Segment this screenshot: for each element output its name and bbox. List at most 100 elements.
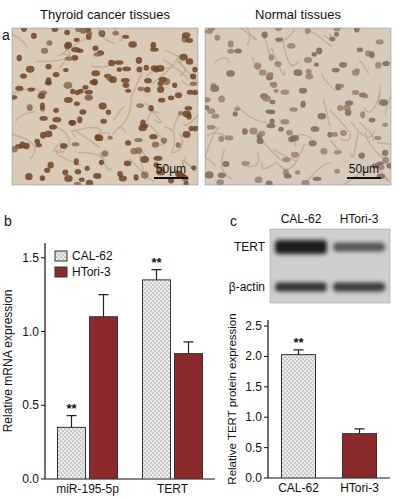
nucleus: [329, 37, 335, 41]
nucleus: [316, 48, 322, 55]
nucleus: [17, 55, 22, 61]
nucleus: [306, 69, 312, 75]
y-tick: [264, 326, 268, 327]
nucleus: [375, 62, 381, 69]
stroma-fiber: [62, 39, 87, 55]
nucleus: [152, 142, 160, 148]
y-tick-label: 1.0: [22, 325, 39, 339]
nucleus: [91, 70, 100, 76]
error-bar: [294, 350, 304, 355]
nucleus: [93, 173, 101, 179]
plot-area: [282, 350, 377, 478]
significance-label: **: [151, 255, 162, 270]
nucleus: [207, 125, 216, 130]
nucleus: [268, 110, 275, 115]
nucleus: [92, 46, 98, 51]
nucleus: [85, 90, 93, 95]
nucleus: [64, 30, 70, 35]
nucleus: [216, 179, 224, 185]
stroma-fiber: [180, 63, 185, 76]
nucleus: [157, 86, 164, 93]
nucleus: [90, 79, 98, 85]
nucleus: [334, 32, 339, 37]
nucleus: [27, 87, 35, 91]
stroma-fiber: [205, 127, 220, 156]
nucleus: [41, 48, 48, 54]
nucleus: [68, 120, 76, 126]
nucleus: [186, 38, 193, 43]
y-tick: [264, 447, 268, 448]
legend-label: HTori-3: [72, 265, 111, 279]
nucleus: [137, 66, 143, 72]
nucleus: [294, 69, 303, 76]
nucleus: [311, 126, 320, 132]
nucleus: [172, 82, 177, 88]
nucleus: [301, 180, 309, 185]
lane-label: CAL-62: [281, 212, 322, 226]
blot-band: [333, 243, 385, 252]
nucleus: [79, 109, 86, 114]
nucleus: [46, 77, 51, 84]
nucleus: [208, 28, 215, 31]
nucleus: [382, 150, 388, 156]
nucleus: [74, 182, 81, 185]
nucleus: [135, 147, 142, 154]
nucleus: [267, 72, 274, 77]
nucleus: [304, 57, 312, 63]
stroma-fiber: [53, 142, 67, 152]
nucleus: [269, 119, 274, 124]
nucleus: [352, 70, 360, 76]
nucleus: [192, 67, 197, 73]
nucleus: [123, 83, 130, 88]
nucleus: [21, 28, 27, 32]
nucleus: [299, 88, 307, 94]
stroma-fiber: [360, 61, 369, 74]
stroma-fiber: [276, 30, 295, 43]
stroma-fiber: [282, 37, 299, 66]
nucleus: [121, 78, 130, 83]
nucleus: [183, 131, 191, 138]
nucleus: [286, 130, 293, 136]
nucleus: [117, 67, 122, 72]
y-tick-label: 1.0: [245, 410, 262, 424]
stroma-fiber: [12, 33, 28, 48]
bar-chart: 0.00.51.01.52.02.5Relative TERT protein …: [226, 313, 390, 495]
nucleus: [40, 175, 46, 181]
nucleus: [45, 64, 51, 70]
nucleus: [187, 90, 194, 95]
nucleus: [182, 32, 191, 38]
blot-band: [333, 283, 385, 292]
nucleus: [337, 105, 343, 111]
nucleus: [309, 140, 317, 146]
nucleus: [25, 173, 32, 180]
tissue-background: [12, 28, 198, 185]
y-tick: [264, 478, 268, 479]
panel-label: b: [4, 213, 12, 229]
nucleus: [289, 107, 297, 111]
nucleus: [153, 67, 159, 72]
y-tick-label: 0.0: [22, 472, 39, 486]
stroma-fiber: [130, 72, 142, 99]
nucleus: [31, 33, 37, 39]
nucleus: [148, 105, 153, 112]
nucleus: [108, 60, 115, 67]
stroma-fiber: [130, 159, 154, 182]
nucleus: [124, 160, 132, 166]
nucleus: [269, 54, 274, 60]
nucleus: [363, 94, 368, 99]
nucleus: [218, 172, 226, 178]
nucleus: [190, 82, 197, 86]
nucleus: [117, 171, 123, 177]
nucleus: [125, 140, 131, 145]
nucleus: [71, 47, 80, 52]
nucleus: [379, 165, 385, 170]
nucleus: [369, 51, 375, 58]
y-tick: [41, 405, 45, 406]
scale-bar: [347, 177, 381, 179]
error-bar: [184, 342, 194, 354]
stroma-fiber: [214, 58, 230, 63]
nucleus: [80, 28, 86, 34]
stroma-fiber: [302, 163, 331, 185]
micrograph: [12, 28, 198, 185]
nucleus: [75, 90, 80, 95]
